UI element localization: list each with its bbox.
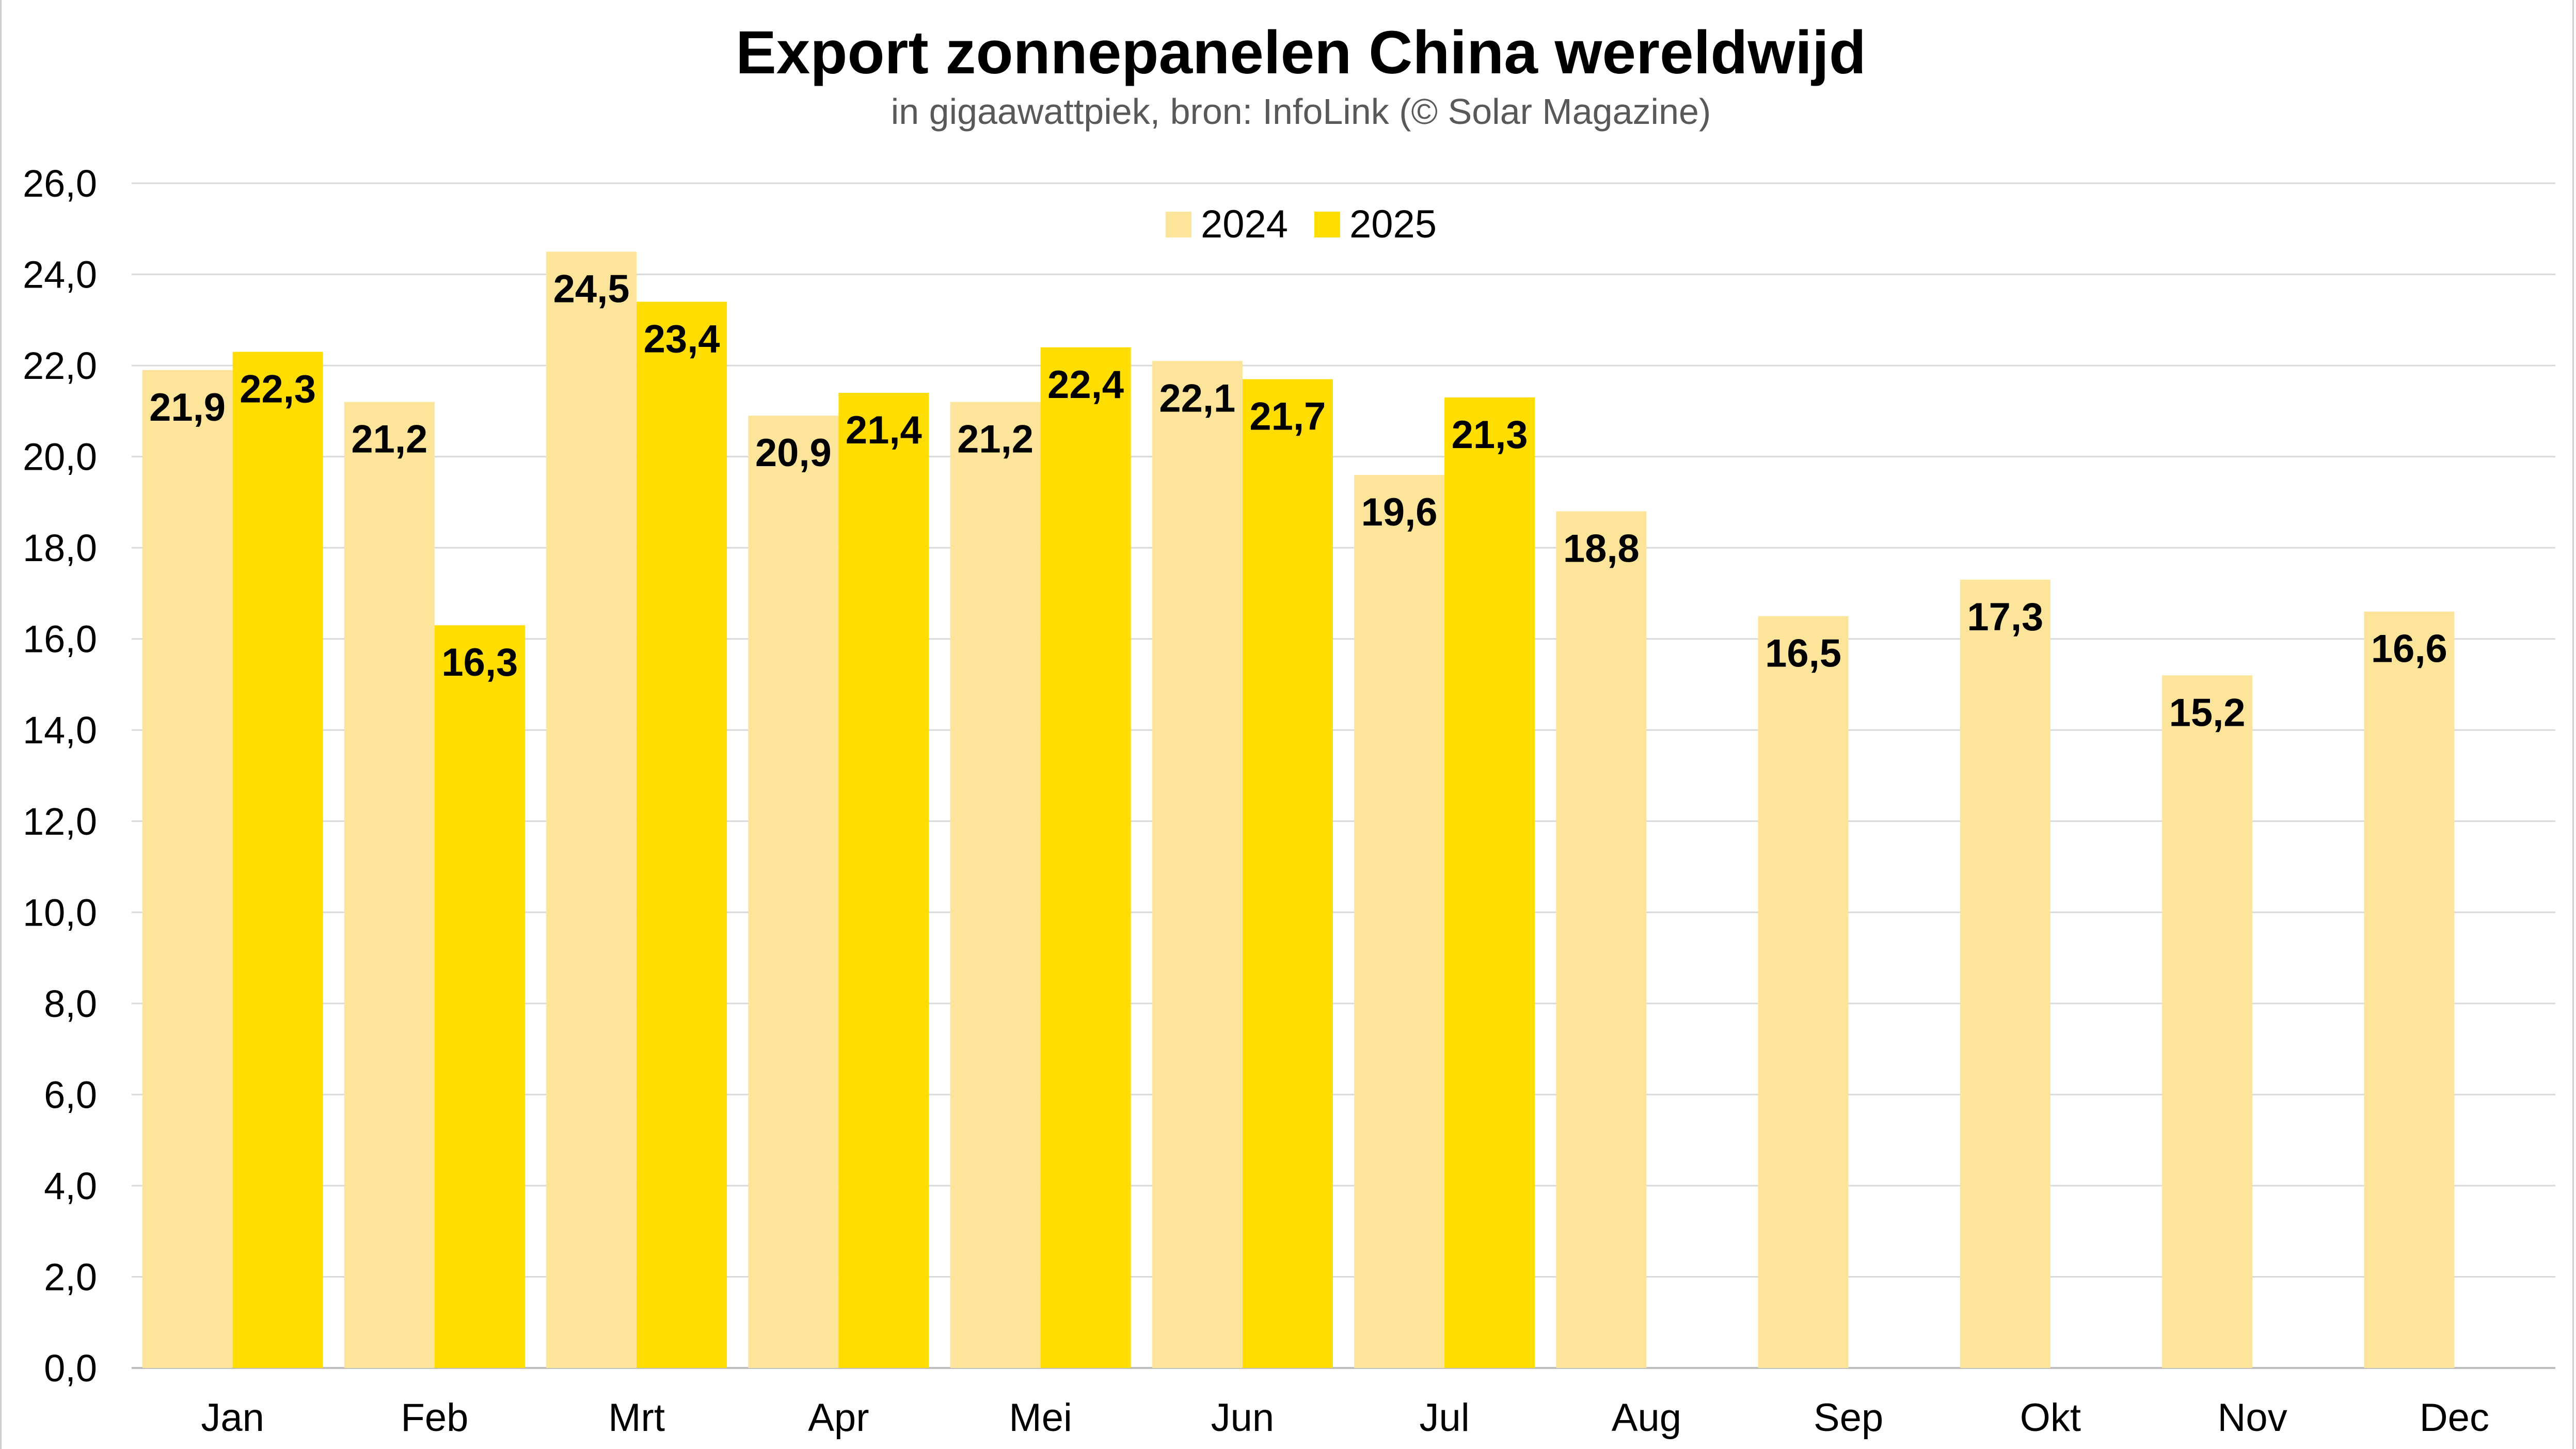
data-label: 20,9 [755, 431, 832, 475]
y-tick-label: 16,0 [23, 618, 97, 661]
y-tick-label: 20,0 [23, 436, 97, 479]
data-label: 21,2 [351, 418, 427, 461]
bar-2024-feb [344, 402, 435, 1368]
x-category-label: Jan [201, 1396, 264, 1440]
legend-swatch-2025 [1314, 212, 1340, 237]
data-label: 16,5 [1765, 632, 1841, 676]
chart-title: Export zonnepanelen China wereldwijd [736, 19, 1866, 87]
x-category-label: Aug [1612, 1396, 1681, 1440]
legend-label-2025: 2025 [1349, 202, 1437, 246]
bars [142, 251, 2455, 1368]
bar-2024-jul [1354, 474, 1445, 1368]
data-label: 21,9 [149, 386, 226, 429]
data-label: 22,3 [240, 368, 316, 411]
legend: 2024 2025 [1166, 202, 1437, 246]
data-label: 15,2 [2169, 691, 2246, 735]
data-label: 22,1 [1159, 376, 1235, 420]
x-category-label: Okt [2020, 1396, 2081, 1440]
data-label: 21,4 [846, 408, 922, 452]
legend-swatch-2024 [1166, 212, 1191, 237]
y-tick-label: 14,0 [23, 709, 97, 752]
y-axis-ticks: 0,0 2,0 4,0 6,0 8,0 10,0 12,0 14,0 16,0 18,0 20,0 2… [23, 162, 97, 1390]
x-category-label: Jul [1420, 1396, 1470, 1440]
y-tick-label: 6,0 [44, 1073, 97, 1116]
bar-2024-okt [1960, 579, 2050, 1368]
y-tick-label: 0,0 [44, 1347, 97, 1390]
y-tick-label: 8,0 [44, 982, 97, 1025]
y-tick-label: 4,0 [44, 1165, 97, 1207]
bar-2025-feb [434, 625, 525, 1368]
data-label: 21,3 [1452, 413, 1528, 457]
bar-2024-mrt [546, 251, 637, 1368]
data-label: 16,6 [2371, 627, 2447, 671]
x-category-label: Mei [1009, 1396, 1072, 1440]
bar-2025-mrt [637, 301, 727, 1368]
data-label: 24,5 [553, 267, 630, 311]
y-tick-label: 26,0 [23, 162, 97, 205]
data-label: 23,4 [644, 317, 720, 361]
x-category-label: Feb [401, 1396, 468, 1440]
bar-2025-mei [1040, 347, 1131, 1368]
x-category-label: Mrt [608, 1396, 665, 1440]
data-label: 18,8 [1563, 527, 1640, 571]
x-category-label: Sep [1814, 1396, 1883, 1440]
x-category-label: Dec [2420, 1396, 2489, 1440]
bar-2024-apr [748, 416, 839, 1368]
y-tick-label: 22,0 [23, 344, 97, 387]
data-label: 19,6 [1361, 490, 1438, 534]
x-axis-categories: Jan Feb Mrt Apr Mei Jun Jul Aug Sep Okt Nov Dec [201, 1396, 2489, 1440]
x-category-label: Apr [808, 1396, 869, 1440]
x-category-label: Jun [1211, 1396, 1275, 1440]
bar-2024-nov [2162, 675, 2253, 1368]
bar-2025-apr [838, 393, 929, 1368]
bar-2025-jun [1242, 379, 1333, 1368]
y-tick-label: 2,0 [44, 1255, 97, 1298]
bar-2024-jan [142, 370, 233, 1368]
legend-label-2024: 2024 [1201, 202, 1288, 246]
bar-2024-dec [2364, 611, 2455, 1368]
data-label: 21,2 [957, 418, 1033, 461]
bar-2025-jan [232, 352, 323, 1368]
y-tick-label: 10,0 [23, 891, 97, 934]
bar-2024-jun [1152, 361, 1243, 1368]
bar-2024-sep [1758, 616, 1849, 1368]
y-tick-label: 12,0 [23, 800, 97, 843]
gridlines [132, 182, 2555, 1369]
data-label: 21,7 [1249, 395, 1326, 439]
bar-2024-mei [950, 402, 1041, 1368]
bar-2024-aug [1556, 511, 1647, 1368]
data-labels: 21,9 22,3 21,2 16,3 24,5 23,4 20,9 21,4 21,2 22,4… [149, 267, 2447, 735]
data-label: 17,3 [1967, 595, 2043, 639]
chart-subtitle: in gigaawattpiek, bron: InfoLink (© Sola… [891, 91, 1711, 132]
data-label: 16,3 [441, 641, 518, 684]
y-tick-label: 18,0 [23, 527, 97, 569]
x-category-label: Nov [2218, 1396, 2287, 1440]
data-label: 22,4 [1047, 363, 1124, 407]
bar-2025-jul [1444, 397, 1535, 1368]
y-tick-label: 24,0 [23, 253, 97, 296]
